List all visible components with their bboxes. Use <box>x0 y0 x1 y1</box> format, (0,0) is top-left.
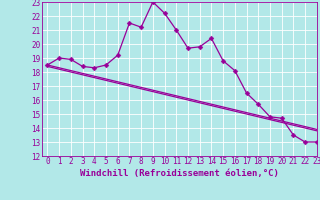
X-axis label: Windchill (Refroidissement éolien,°C): Windchill (Refroidissement éolien,°C) <box>80 169 279 178</box>
